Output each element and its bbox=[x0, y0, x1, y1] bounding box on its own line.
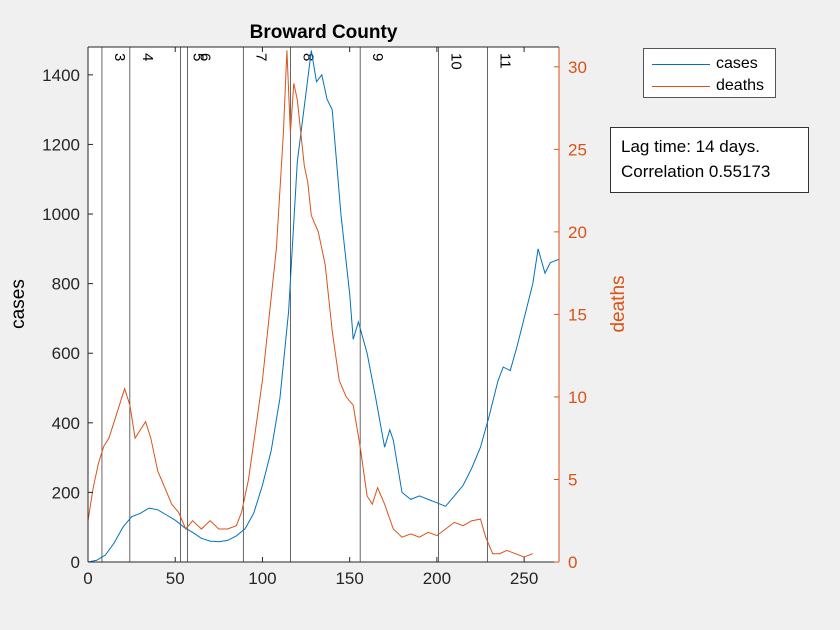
annotation-box: Lag time: 14 days. Correlation 0.55173 bbox=[610, 127, 809, 193]
event-label-11: 11 bbox=[496, 53, 513, 69]
annotation-lag-time: Lag time: 14 days. bbox=[621, 137, 760, 156]
y-left-tick-label-200: 200 bbox=[52, 483, 80, 502]
legend-item-cases: cases bbox=[644, 53, 775, 75]
y-right-tick-label-0: 0 bbox=[568, 553, 577, 572]
y-left-tick-label-1000: 1000 bbox=[42, 205, 80, 224]
event-label-7: 7 bbox=[252, 53, 269, 61]
y-right-tick-label-5: 5 bbox=[568, 470, 577, 489]
legend-label-deaths: deaths bbox=[716, 77, 765, 94]
y-right-tick-label-15: 15 bbox=[568, 305, 587, 324]
y-left-tick-label-600: 600 bbox=[52, 344, 80, 363]
legend-item-deaths: deaths bbox=[644, 75, 775, 97]
y-left-tick-label-0: 0 bbox=[71, 553, 80, 572]
x-tick-label-100: 100 bbox=[248, 569, 276, 588]
legend: cases deaths bbox=[643, 48, 776, 98]
chart-title: Broward County bbox=[250, 22, 398, 43]
annotation-correlation: Correlation 0.55173 bbox=[621, 162, 771, 181]
plot-area bbox=[88, 47, 559, 562]
series-line-deaths bbox=[87, 50, 533, 558]
event-label-3: 3 bbox=[111, 53, 128, 61]
event-label-4: 4 bbox=[139, 53, 156, 61]
event-label-9: 9 bbox=[369, 53, 386, 61]
event-label-10: 10 bbox=[448, 53, 465, 70]
y-left-tick-label-1200: 1200 bbox=[42, 135, 80, 154]
x-tick-label-0: 0 bbox=[83, 569, 92, 588]
x-tick-label-50: 50 bbox=[166, 569, 185, 588]
legend-swatch-cases bbox=[652, 64, 710, 65]
y-left-tick-label-1400: 1400 bbox=[42, 66, 80, 85]
series-line-cases bbox=[87, 50, 560, 563]
y-left-axis-label: cases bbox=[8, 279, 29, 329]
y-right-tick-label-25: 25 bbox=[568, 140, 587, 159]
y-right-tick-label-20: 20 bbox=[568, 223, 587, 242]
y-right-axis-label: deaths bbox=[608, 275, 629, 332]
y-left-tick-label-800: 800 bbox=[52, 275, 80, 294]
y-left-tick-label-400: 400 bbox=[52, 414, 80, 433]
event-label-8: 8 bbox=[299, 53, 316, 61]
x-tick-label-200: 200 bbox=[423, 569, 451, 588]
event-label-5: 5 bbox=[189, 53, 206, 61]
y-right-tick-label-30: 30 bbox=[568, 58, 587, 77]
x-tick-label-250: 250 bbox=[510, 569, 538, 588]
event-label-6: 6 bbox=[196, 53, 213, 61]
legend-swatch-deaths bbox=[652, 86, 710, 87]
x-tick-label-150: 150 bbox=[335, 569, 363, 588]
y-right-tick-label-10: 10 bbox=[568, 388, 587, 407]
legend-label-cases: cases bbox=[716, 55, 758, 72]
